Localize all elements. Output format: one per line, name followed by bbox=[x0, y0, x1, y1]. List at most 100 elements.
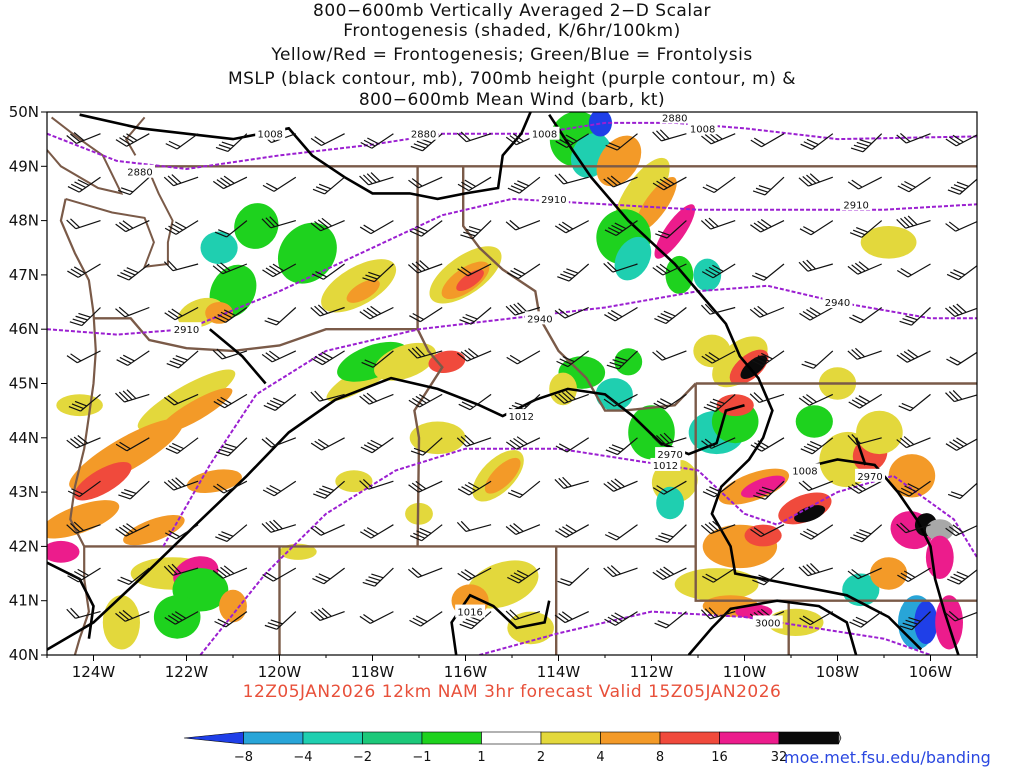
wind-barb-feather bbox=[904, 180, 916, 188]
wind-barb-feather bbox=[704, 218, 715, 229]
wind-barb-feather bbox=[855, 616, 868, 623]
wind-barb-feather bbox=[73, 436, 85, 446]
lat-tick-label: 41N bbox=[9, 592, 39, 610]
wind-barb-shaft bbox=[566, 133, 590, 148]
wind-barb-feather bbox=[905, 315, 918, 321]
wind-barb-feather bbox=[415, 615, 428, 623]
wind-barb-feather bbox=[368, 576, 381, 582]
state-border-line bbox=[462, 166, 697, 412]
wind-barb-feather bbox=[70, 573, 83, 581]
wind-barb-feather bbox=[712, 398, 725, 405]
wind-barb bbox=[408, 176, 443, 189]
wind-barb-shaft bbox=[126, 437, 150, 452]
wind-barb-shaft bbox=[615, 220, 638, 237]
wind-barb-feather bbox=[656, 265, 667, 274]
wind-barb-feather bbox=[315, 575, 328, 582]
wind-barb-feather bbox=[704, 523, 715, 533]
wind-barb-shaft bbox=[516, 437, 541, 450]
wind-barb-feather bbox=[120, 576, 133, 583]
wind-barb bbox=[69, 307, 101, 327]
wind-barb-feather bbox=[565, 134, 578, 142]
wind-barb-feather bbox=[364, 359, 377, 366]
wind-barb-feather bbox=[607, 311, 619, 320]
wind-barb-feather bbox=[261, 218, 272, 229]
wind-barb-feather bbox=[456, 132, 467, 143]
wind-barb bbox=[554, 220, 589, 234]
wind-barb-feather bbox=[359, 311, 371, 320]
contour-label: 1008 bbox=[792, 466, 817, 477]
wind-barb-feather bbox=[509, 354, 522, 363]
frontogenesis-cell bbox=[925, 535, 954, 579]
wind-barb-feather bbox=[216, 451, 229, 457]
map-axes: 50N 49N 48N 47N 46N 45N 44N 43N 42N 41N 40N 124W 122… bbox=[9, 103, 978, 681]
wind-barb-shaft bbox=[905, 524, 931, 534]
wind-barb-shaft bbox=[858, 176, 882, 190]
wind-barb-shaft bbox=[810, 220, 834, 236]
source-url[interactable]: moe.met.fsu.edu/banding bbox=[784, 748, 991, 767]
wind-barb bbox=[849, 611, 883, 628]
wind-barb-feather bbox=[267, 317, 280, 323]
wind-barb-shaft bbox=[422, 437, 443, 456]
mslp-contour bbox=[854, 437, 867, 466]
wind-barb-feather bbox=[360, 446, 373, 454]
wind-barb-feather bbox=[900, 522, 910, 532]
wind-barb-shaft bbox=[372, 350, 394, 368]
wind-barb-feather bbox=[412, 397, 424, 406]
wind-barb bbox=[67, 176, 101, 193]
wind-barb bbox=[212, 565, 248, 579]
wind-barb-feather bbox=[659, 263, 671, 273]
wind-barb-feather bbox=[799, 532, 812, 540]
wind-barb-feather bbox=[652, 487, 665, 495]
wind-barb-feather bbox=[272, 263, 284, 272]
wind-barb-shaft bbox=[370, 220, 394, 235]
wind-barb bbox=[456, 434, 492, 447]
wind-barb-feather bbox=[655, 435, 666, 445]
state-border-line bbox=[694, 383, 977, 602]
wind-barb-feather bbox=[68, 405, 81, 412]
wind-barb-feather bbox=[70, 353, 82, 362]
wind-barb-shaft bbox=[323, 567, 345, 585]
wind-barb-feather bbox=[213, 485, 225, 494]
wind-barb bbox=[701, 263, 736, 279]
wind-barb-feather bbox=[217, 314, 230, 321]
wind-barb-feather bbox=[706, 403, 719, 410]
wind-barb-shaft bbox=[813, 350, 834, 369]
wind-barb-feather bbox=[464, 434, 475, 445]
wind-barb-shaft bbox=[665, 307, 687, 324]
wind-barb-shaft bbox=[955, 220, 977, 232]
wind-barb-feather bbox=[163, 176, 174, 187]
wind-barb-shaft bbox=[664, 393, 687, 410]
wind-barb bbox=[66, 435, 101, 449]
wind-barb-feather bbox=[603, 262, 614, 273]
wind-barb-shaft bbox=[467, 263, 492, 277]
wind-barb-feather bbox=[858, 395, 871, 403]
wind-barb-shaft bbox=[857, 263, 882, 275]
wind-barb-feather bbox=[753, 494, 766, 500]
wind-barb-feather bbox=[604, 618, 616, 626]
contour-labels: 2880 2880 2880 2910 2910 2910 2940 2940 2970 2970… bbox=[125, 112, 886, 629]
wind-barb-feather bbox=[505, 610, 516, 621]
wind-barb bbox=[68, 393, 101, 412]
wind-barb-shaft bbox=[176, 437, 199, 454]
wind-barb-feather bbox=[120, 187, 134, 193]
wind-barb-feather bbox=[269, 265, 281, 274]
wind-barb bbox=[362, 263, 394, 283]
wind-barb bbox=[753, 480, 785, 500]
wind-barb-feather bbox=[415, 346, 426, 357]
wind-barb-shaft bbox=[76, 133, 101, 144]
lat-tick-label: 43N bbox=[9, 483, 39, 501]
wind-barb-feather bbox=[554, 309, 566, 319]
wind-barb-feather bbox=[66, 439, 77, 449]
frontogenesis-cell bbox=[507, 611, 554, 645]
wind-barb bbox=[456, 348, 492, 362]
colorbar-label: 2 bbox=[537, 750, 545, 765]
wind-barb-shaft bbox=[666, 220, 687, 239]
frontogenesis-cell bbox=[279, 543, 317, 560]
wind-barb bbox=[456, 131, 492, 143]
wind-barb-shaft bbox=[565, 524, 589, 538]
wind-barb-feather bbox=[712, 264, 724, 272]
wind-barb bbox=[163, 260, 199, 272]
wind-barb-feather bbox=[758, 489, 772, 495]
wind-barb bbox=[264, 307, 297, 326]
wind-barb-shaft bbox=[417, 350, 443, 359]
